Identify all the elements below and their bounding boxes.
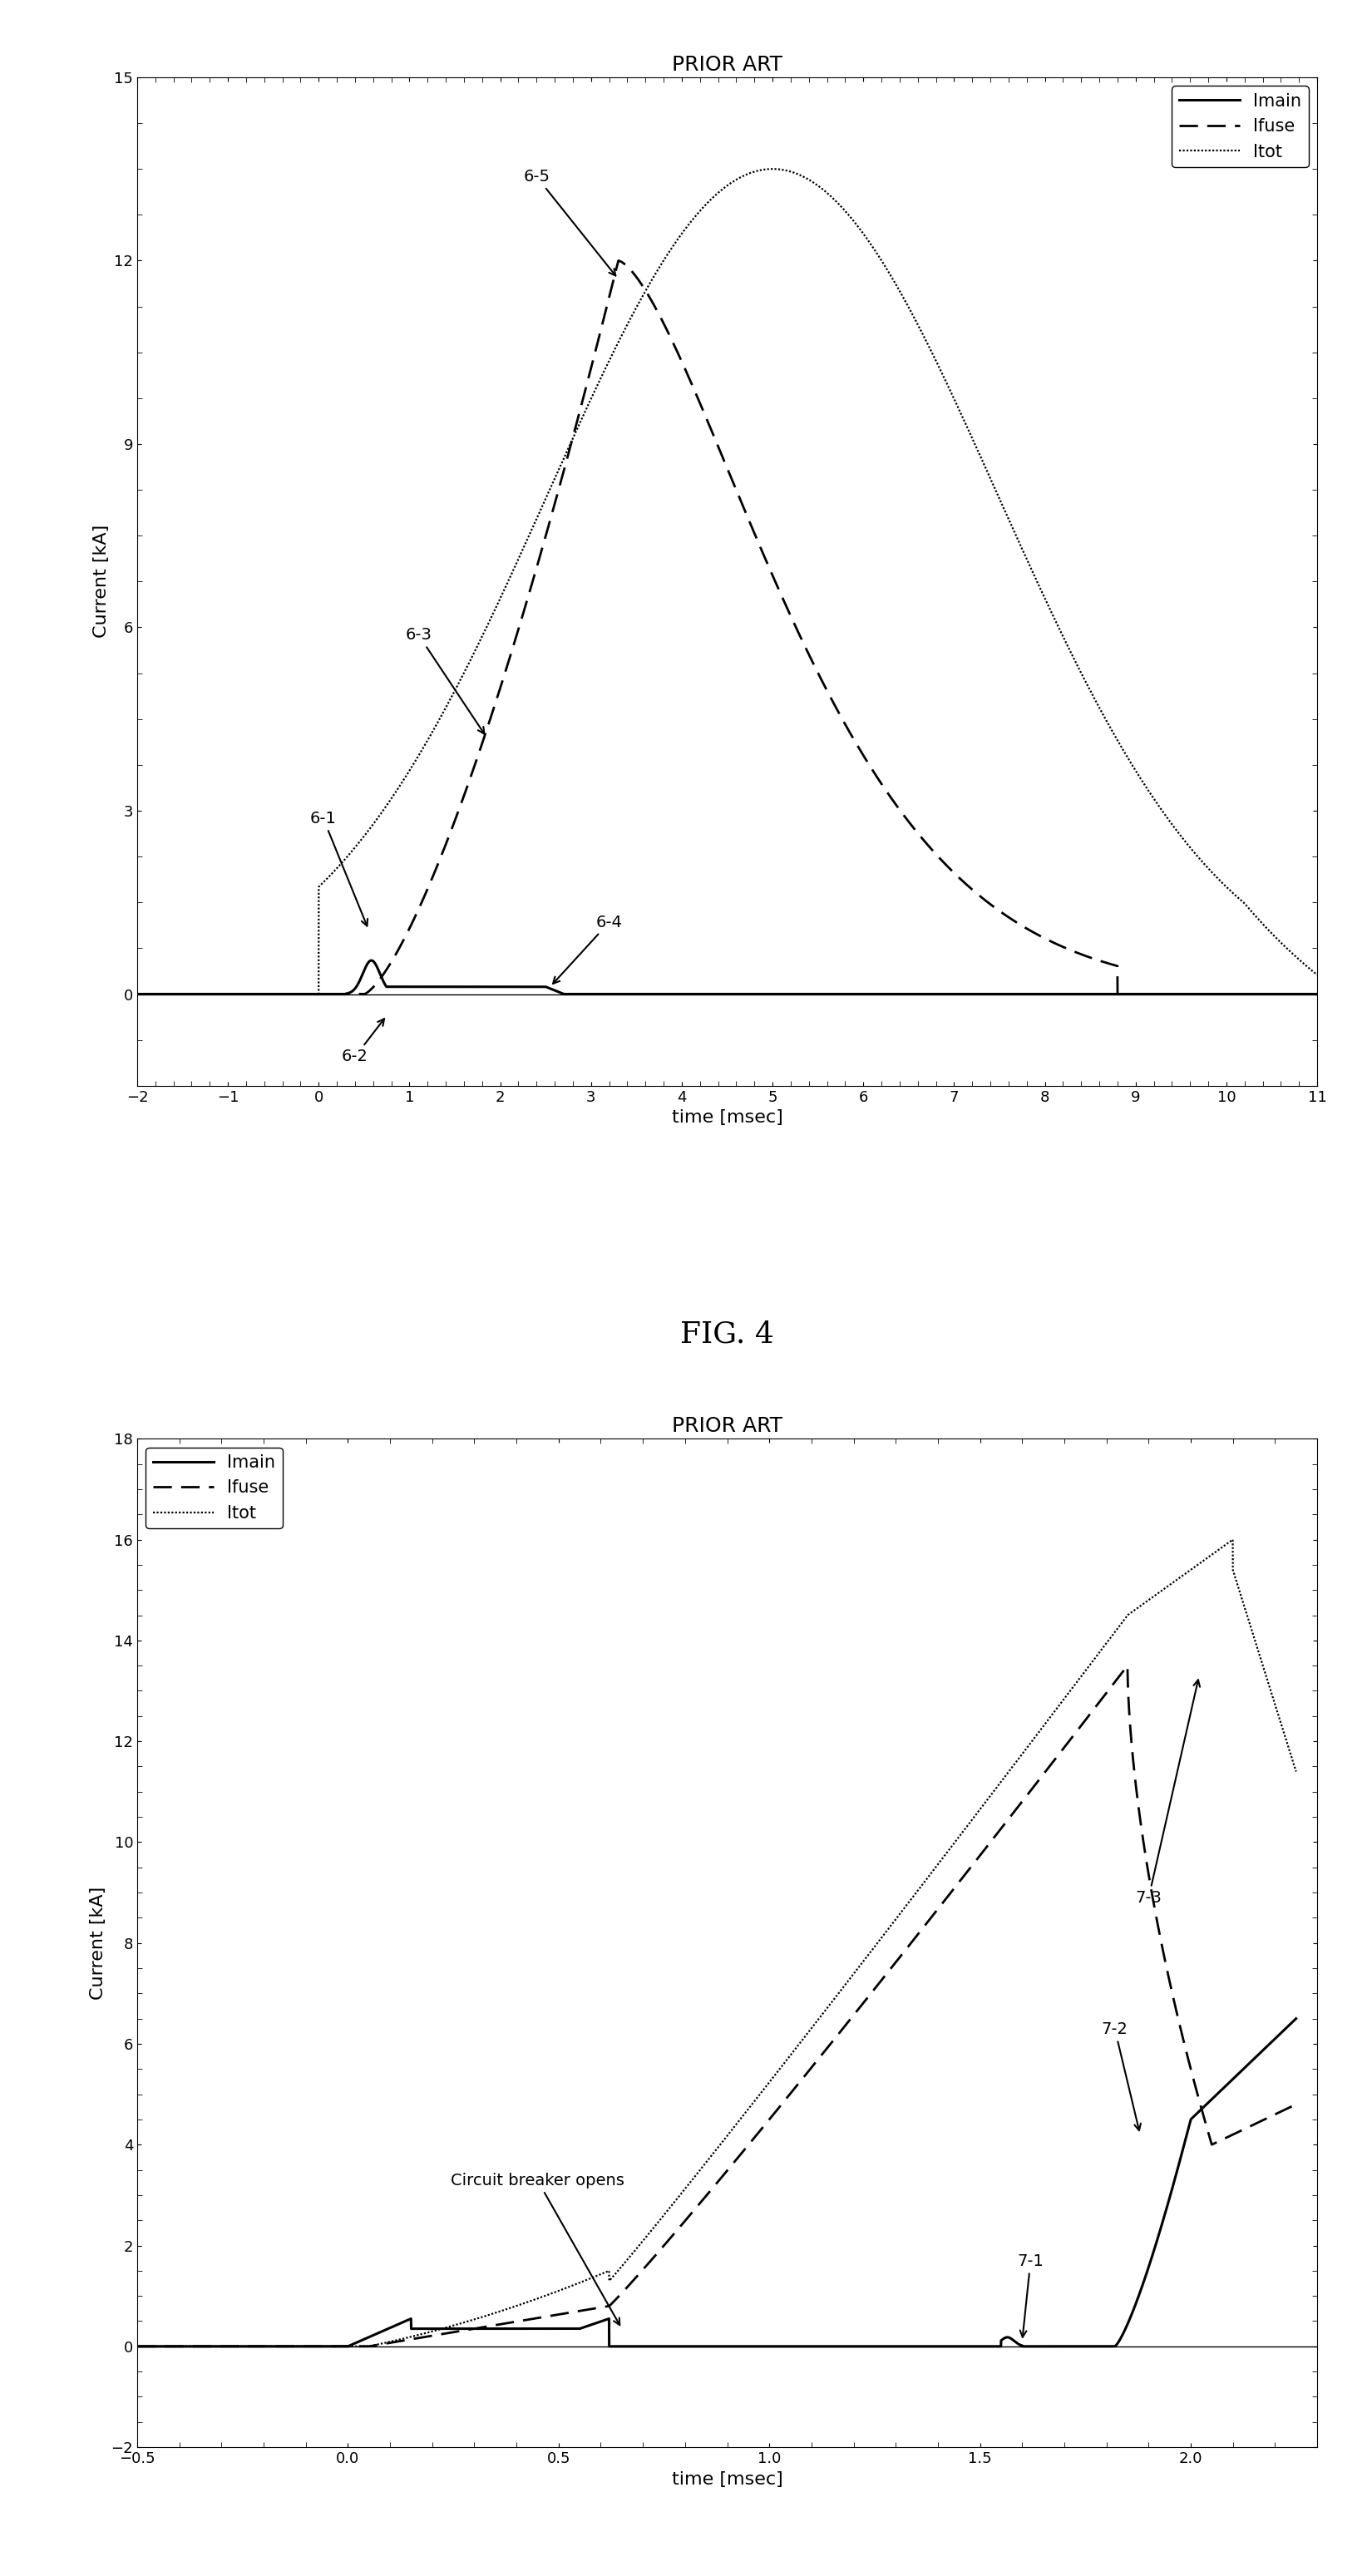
Itot [764,155,781,185]
Imain [1309,979,1325,1010]
Ifuse [1004,904,1021,935]
Y-axis label: Current [kA]: Current [kA] [89,1886,107,1999]
Itot [1050,1692,1066,1723]
Imain [188,979,204,1010]
Imain [1004,979,1021,1010]
Line: Ifuse: Ifuse [137,260,1317,994]
X-axis label: time [msec]: time [msec] [671,2470,783,2488]
Imain [129,2331,145,2362]
Ifuse [878,775,895,806]
Itot [1288,1757,1305,1788]
X-axis label: time [msec]: time [msec] [671,1110,783,1126]
Imain [556,979,572,1010]
Itot [1067,647,1084,677]
Line: Itot: Itot [137,1540,1297,2347]
Ifuse [827,690,844,721]
Itot [1224,1525,1240,1556]
Ifuse [988,1819,1004,1850]
Text: 6-3: 6-3 [405,626,484,734]
Legend: Imain, Ifuse, Itot: Imain, Ifuse, Itot [145,1448,283,1528]
Ifuse [187,2331,203,2362]
Ifuse [1120,1651,1136,1682]
Imain [1288,2004,1305,2035]
Itot [827,185,844,216]
Text: 7-1: 7-1 [1017,2254,1044,2336]
Itot [129,2331,145,2362]
Imain [827,979,844,1010]
Title: PRIOR ART: PRIOR ART [672,1417,782,1435]
Itot [988,1772,1004,1803]
Imain [1050,2331,1066,2362]
Ifuse [556,453,572,484]
Itot [129,979,145,1010]
Text: 6-1: 6-1 [310,811,368,925]
Imain [815,2331,831,2362]
Text: 6-4: 6-4 [553,914,623,984]
Line: Imain: Imain [137,961,1317,994]
Ifuse [611,245,627,276]
Itot [187,2331,203,2362]
Itot [815,1999,831,2030]
Itot [188,979,204,1010]
Imain [129,979,145,1010]
Ifuse [129,979,145,1010]
Line: Itot: Itot [137,170,1317,994]
Itot [866,1932,882,1963]
Imain [549,2313,565,2344]
Itot [1309,958,1325,989]
Text: 6-2: 6-2 [342,1020,384,1064]
Imain [1067,979,1084,1010]
Imain [866,2331,882,2362]
Title: PRIOR ART: PRIOR ART [672,54,782,75]
Imain [878,979,895,1010]
Line: Imain: Imain [137,2020,1297,2347]
Text: Circuit breaker opens: Circuit breaker opens [450,2172,624,2326]
Ifuse [1309,979,1325,1010]
Y-axis label: Current [kA]: Current [kA] [93,526,110,639]
Ifuse [815,2038,831,2069]
Text: 7-2: 7-2 [1102,2022,1140,2130]
Itot [878,255,895,286]
Ifuse [188,979,204,1010]
Ifuse [866,1976,882,2007]
Imain [988,2331,1004,2362]
Itot [549,2277,565,2308]
Itot [1004,510,1021,541]
Ifuse [1067,938,1084,969]
Line: Ifuse: Ifuse [137,1667,1297,2347]
Imain [187,2331,203,2362]
Ifuse [1288,2089,1305,2120]
Text: 7-3: 7-3 [1135,1680,1200,1906]
Ifuse [1050,1739,1066,1770]
Text: FIG. 4: FIG. 4 [681,1319,774,1347]
Itot [556,440,572,471]
Text: 6-5: 6-5 [523,167,616,276]
Ifuse [549,2300,565,2331]
Legend: Imain, Ifuse, Itot: Imain, Ifuse, Itot [1172,85,1309,167]
Imain [364,945,380,976]
Ifuse [129,2331,145,2362]
